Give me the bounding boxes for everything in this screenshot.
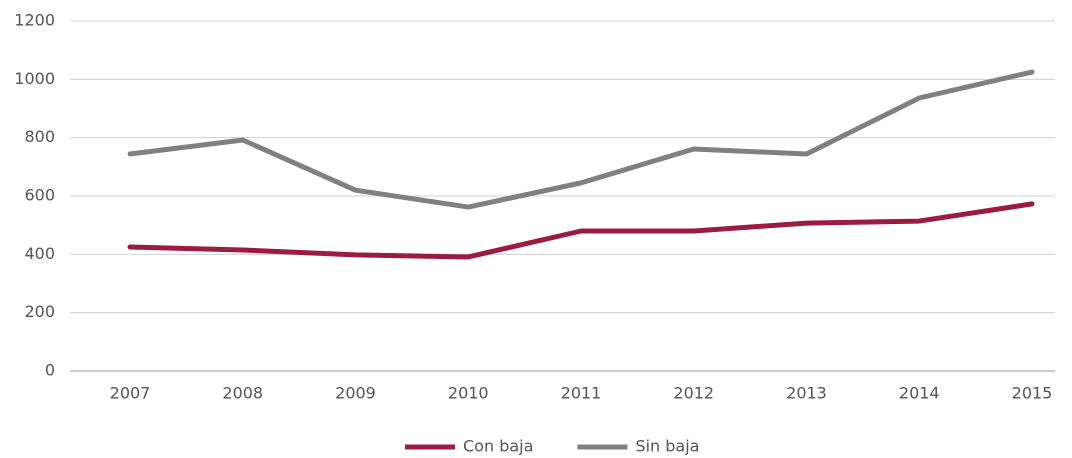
y-tick-label: 1000 — [14, 69, 55, 88]
y-tick-label: 1200 — [14, 11, 55, 30]
y-tick-label: 800 — [24, 127, 55, 146]
y-tick-label: 0 — [45, 361, 55, 380]
y-tick-label: 600 — [24, 186, 55, 205]
x-tick-label: 2011 — [561, 384, 602, 403]
x-tick-label: 2013 — [786, 384, 827, 403]
legend-label: Con baja — [463, 437, 533, 456]
series-line — [127, 201, 1035, 260]
x-tick-label: 2010 — [448, 384, 489, 403]
x-tick-label: 2015 — [1012, 384, 1053, 403]
x-tick-label: 2007 — [110, 384, 151, 403]
x-tick-label: 2014 — [899, 384, 940, 403]
y-tick-label: 200 — [24, 302, 55, 321]
series-line — [127, 69, 1035, 210]
x-tick-label: 2008 — [222, 384, 263, 403]
x-tick-label: 2012 — [673, 384, 714, 403]
legend-label: Sin baja — [635, 437, 699, 456]
y-tick-label: 400 — [24, 244, 55, 263]
x-tick-label: 2009 — [335, 384, 376, 403]
